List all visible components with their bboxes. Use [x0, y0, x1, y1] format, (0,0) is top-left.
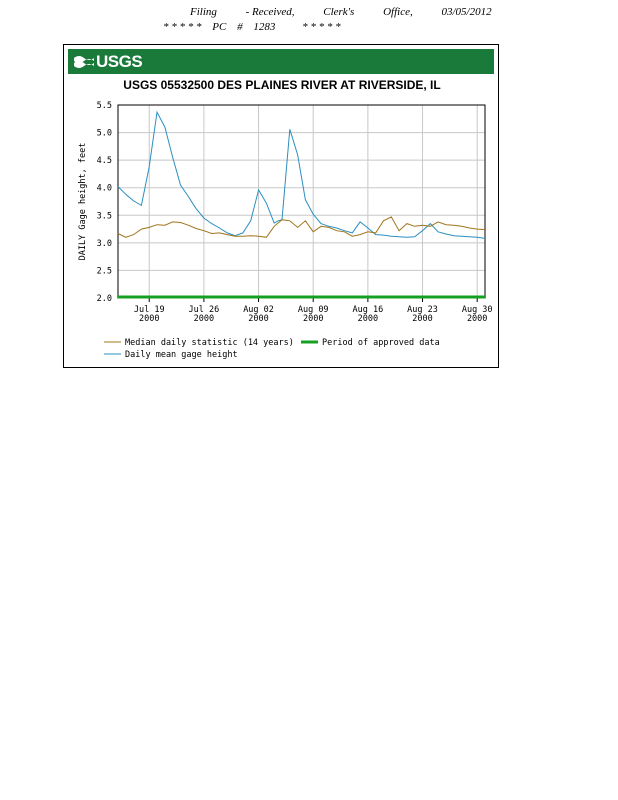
x-tick-year: 2000: [412, 314, 432, 324]
series-lines: [117, 110, 486, 299]
plot-border: [117, 104, 486, 299]
chart-title: USGS 05532500 DES PLAINES RIVER AT RIVER…: [123, 78, 441, 92]
y-tick-label: 5.0: [97, 129, 112, 139]
office-word: Office,: [383, 6, 413, 18]
x-tick-label: Aug 16: [353, 305, 384, 315]
hash-sign: #: [237, 21, 243, 33]
x-tick-label: Aug 09: [298, 305, 329, 315]
legend-median-label: Median daily statistic (14 years): [125, 338, 294, 348]
y-tick-label: 5.5: [97, 101, 112, 111]
stars-left: * * * * *: [163, 21, 202, 33]
chart-frame: USGS USGS 05532500 DES PLAINES RIVER AT …: [63, 44, 499, 368]
usgs-logo: USGS: [74, 51, 143, 71]
y-tick-label: 3.5: [97, 211, 112, 221]
clerks-word: Clerk's: [323, 6, 355, 18]
legend-approved-label: Period of approved data: [322, 338, 440, 348]
y-axis-label: DAILY Gage height, feet: [78, 143, 88, 261]
plot-area: [117, 104, 486, 299]
x-tick-label: Jul 19: [134, 305, 165, 315]
legend-mean: Daily mean gage height: [104, 350, 238, 360]
x-tick-label: Aug 02: [243, 305, 274, 315]
x-tick-label: Aug 23: [407, 305, 438, 315]
pc-number: 1283: [253, 21, 276, 33]
x-tick-year: 2000: [467, 314, 487, 324]
median-line: [117, 216, 486, 238]
legend-approved: Period of approved data: [301, 338, 440, 348]
usgs-wave-icon: [74, 55, 94, 68]
legend: Median daily statistic (14 years) Period …: [104, 338, 440, 360]
filing-word: Filing: [190, 6, 217, 18]
x-tick-year: 2000: [303, 314, 323, 324]
x-tick-year: 2000: [248, 314, 268, 324]
y-tick-label: 2.5: [97, 266, 112, 276]
y-tick-labels: 2.0 2.5 3.0 3.5 4.0 4.5 5.0 5.5: [97, 101, 112, 304]
x-tick-year: 2000: [358, 314, 378, 324]
stars-right: * * * * *: [302, 21, 341, 33]
y-tick-label: 4.5: [97, 156, 112, 166]
legend-median: Median daily statistic (14 years): [104, 338, 294, 348]
usgs-logo-text: USGS: [96, 51, 143, 71]
legend-mean-label: Daily mean gage height: [125, 350, 238, 360]
grid: [118, 104, 485, 302]
y-tick-label: 4.0: [97, 184, 112, 194]
x-tick-label: Aug 30: [462, 305, 493, 315]
filing-stamp-line1: Filing - Received, Clerk's Office, 03/05…: [190, 6, 518, 18]
x-tick-label: Jul 26: [189, 305, 220, 315]
x-tick-year: 2000: [194, 314, 214, 324]
y-tick-label: 3.0: [97, 239, 112, 249]
usgs-banner: USGS: [68, 49, 494, 74]
pc-label: PC: [212, 21, 227, 33]
filing-date: 03/05/2012: [441, 6, 492, 18]
received-word: - Received,: [245, 6, 295, 18]
x-tick-year: 2000: [139, 314, 159, 324]
filing-stamp-line2: * * * * * PC # 1283 * * * * *: [163, 21, 349, 33]
daily-mean-line: [117, 110, 486, 239]
y-tick-label: 2.0: [97, 294, 112, 304]
